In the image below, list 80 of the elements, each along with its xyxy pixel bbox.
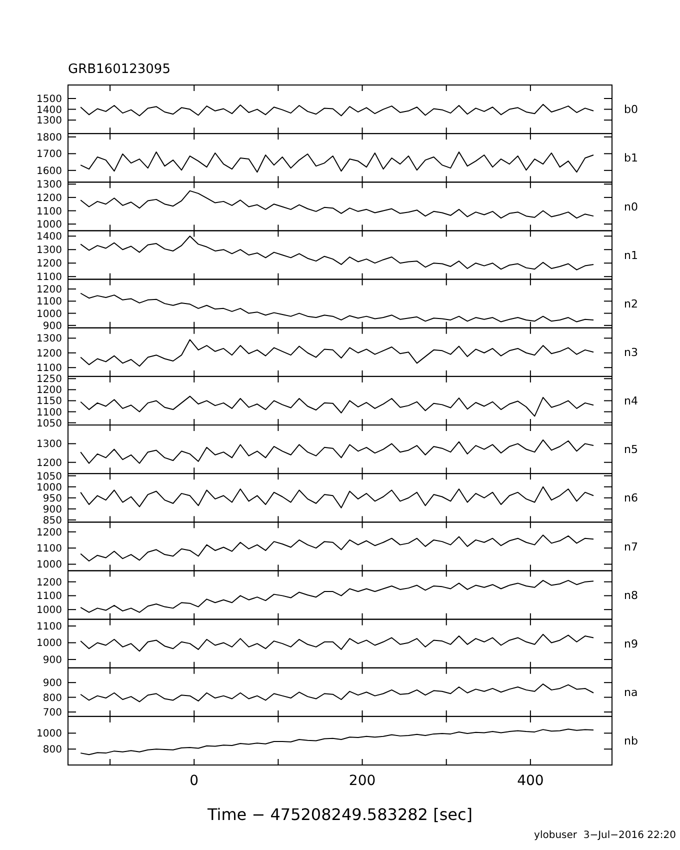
line-series <box>80 534 594 562</box>
y-tick-label: 1400 <box>36 232 62 243</box>
y-tick-label: 1100 <box>36 363 62 374</box>
y-tick-label: 1000 <box>36 560 62 571</box>
line-series <box>80 486 594 508</box>
y-tick-label: 1000 <box>36 728 62 740</box>
y-tick-label: 1100 <box>36 621 62 632</box>
y-tick-label: 1250 <box>36 374 62 386</box>
y-tick-label: 800 <box>42 692 62 704</box>
line-series <box>80 439 594 464</box>
line-series <box>80 728 594 756</box>
legend-label: na <box>624 686 638 699</box>
y-tick-label: 1000 <box>36 605 62 616</box>
x-axis-title: Time − 475208249.583282 [sec] <box>206 805 473 824</box>
y-tick-label: 1800 <box>36 132 62 144</box>
y-tick-label: 1200 <box>36 258 62 270</box>
line-series <box>80 339 594 367</box>
y-tick-label: 800 <box>42 744 62 756</box>
y-tick-label: 1100 <box>36 296 62 308</box>
y-tick-label: 1200 <box>36 577 62 588</box>
y-tick-label: 1400 <box>36 104 62 116</box>
y-tick-label: 900 <box>42 678 62 690</box>
y-tick-label: 700 <box>42 708 62 719</box>
y-tick-label: 1100 <box>36 544 62 555</box>
y-tick-label: 850 <box>42 515 62 526</box>
y-tick-label: 1100 <box>36 272 62 284</box>
y-tick-label: 900 <box>42 320 62 332</box>
text: nb <box>624 734 638 748</box>
legend-label: n5 <box>624 443 638 456</box>
y-tick-label: 1300 <box>36 180 62 191</box>
legend-label: b0 <box>624 103 638 116</box>
y-tick-label: 1050 <box>36 471 62 482</box>
y-tick-label: 1300 <box>36 439 62 450</box>
y-tick-label: 1300 <box>36 116 62 127</box>
y-tick-label: 1200 <box>36 348 62 360</box>
chart-title: GRB160123095 <box>68 62 170 77</box>
y-tick-label: 1100 <box>36 407 62 418</box>
y-tick-label: 1000 <box>36 220 62 231</box>
line-series <box>80 236 594 270</box>
legend-label: n8 <box>624 588 638 602</box>
y-tick-label: 900 <box>42 504 62 516</box>
line-series <box>80 104 594 116</box>
y-tick-label: 1700 <box>36 149 62 160</box>
line-series <box>80 190 594 219</box>
legend-label: n7 <box>624 540 638 554</box>
y-tick-label: 1050 <box>36 418 62 430</box>
y-tick-label: 1200 <box>36 385 62 396</box>
line-series <box>80 396 594 417</box>
x-tick-label: 0 <box>190 773 199 789</box>
y-tick-label: 1000 <box>36 638 62 650</box>
legend-label: n4 <box>624 394 638 408</box>
y-tick-label: 950 <box>42 493 62 504</box>
y-tick-label: 1200 <box>36 458 62 469</box>
legend-label: n6 <box>624 492 638 505</box>
text: ylobuser 3−Jul−2016 22:20 <box>534 830 676 841</box>
y-tick-label: 900 <box>42 654 62 666</box>
x-tick-label: 200 <box>348 773 376 789</box>
y-tick-label: 1300 <box>36 334 62 345</box>
y-tick-label: 1100 <box>36 206 62 218</box>
legend-label: n3 <box>624 346 638 359</box>
y-tick-label: 1600 <box>36 166 62 177</box>
line-series <box>80 580 594 613</box>
legend-label: b1 <box>624 152 638 165</box>
line-series <box>80 684 594 702</box>
y-tick-label: 1150 <box>36 396 62 408</box>
y-tick-label: 1000 <box>36 482 62 494</box>
y-tick-label: 1200 <box>36 527 62 538</box>
line-series <box>80 151 594 173</box>
legend-label: n1 <box>624 248 638 262</box>
legend-label: n9 <box>624 637 638 650</box>
y-tick-label: 1100 <box>36 591 62 602</box>
y-tick-label: 1200 <box>36 284 62 296</box>
y-tick-label: 1300 <box>36 245 62 256</box>
legend-label: n2 <box>624 297 638 310</box>
y-tick-label: 1200 <box>36 192 62 204</box>
legend-label: n0 <box>624 200 638 214</box>
y-tick-label: 1000 <box>36 308 62 320</box>
line-series <box>80 634 594 652</box>
x-tick-label: 400 <box>517 773 544 789</box>
y-tick-label: 1500 <box>36 94 62 105</box>
